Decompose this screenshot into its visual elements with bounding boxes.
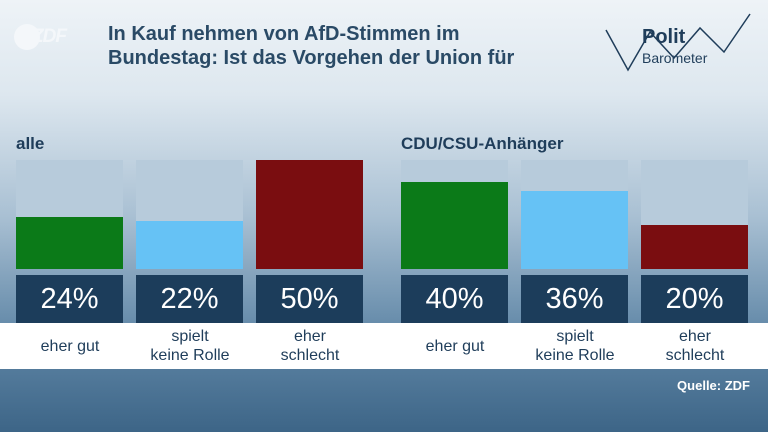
politbarometer-zigzag-icon (605, 13, 751, 72)
bar (401, 182, 508, 269)
category-label: eher schlecht (635, 323, 755, 369)
data-label: 20% (641, 275, 748, 323)
category-label-line: eher gut (40, 337, 100, 355)
category-label-line: eher gut (425, 337, 485, 355)
bar (256, 160, 363, 269)
source-note: Quelle: ZDF (677, 378, 750, 393)
category-label-line: spielt (556, 328, 594, 345)
chart-title-line-1: In Kauf nehmen von AfD-Stimmen im (108, 23, 460, 45)
bar (641, 225, 748, 269)
brand-word-barometer: Barometer (642, 50, 708, 66)
data-label: 40% (401, 275, 508, 323)
chart-title-line-2: Bundestag: Ist das Vorgehen der Union fü… (108, 47, 515, 69)
bar-track (401, 160, 508, 269)
category-label-band (0, 323, 768, 369)
group-label-2: CDU/CSU-Anhänger (401, 134, 564, 153)
category-label-line: keine Rolle (535, 347, 615, 364)
category-label: eher gut (10, 323, 130, 369)
category-label: spielt keine Rolle (515, 323, 635, 369)
bar (16, 217, 123, 269)
zdf-logo: ZDF (14, 24, 76, 50)
bar (521, 191, 628, 269)
bar-track (136, 160, 243, 269)
data-label: 22% (136, 275, 243, 323)
data-label: 50% (256, 275, 363, 323)
bar-track (256, 160, 363, 269)
group-label-1: alle (16, 134, 45, 153)
bar (136, 221, 243, 269)
bar-track (16, 160, 123, 269)
category-label: spielt keine Rolle (130, 323, 250, 369)
category-label-line: schlecht (665, 347, 725, 364)
category-label-line: eher (293, 328, 326, 345)
category-label: eher schlecht (250, 323, 370, 369)
brand-word-polit: Polit (642, 26, 686, 48)
category-label-line: keine Rolle (150, 347, 230, 364)
bar-track (641, 160, 748, 269)
zdf-logo-circle-icon (14, 24, 40, 50)
data-label: 36% (521, 275, 628, 323)
category-label-line: schlecht (280, 347, 340, 364)
category-label: eher gut (395, 323, 515, 369)
politbarometer-logo: Polit Barometer (604, 12, 754, 76)
bar-track (521, 160, 628, 269)
category-label-line: spielt (171, 328, 209, 345)
zdf-logo-text: ZDF (32, 26, 67, 47)
chart-title: In Kauf nehmen von AfD-Stimmen im Bundes… (108, 22, 608, 70)
category-label-line: eher (678, 328, 711, 345)
data-label: 24% (16, 275, 123, 323)
